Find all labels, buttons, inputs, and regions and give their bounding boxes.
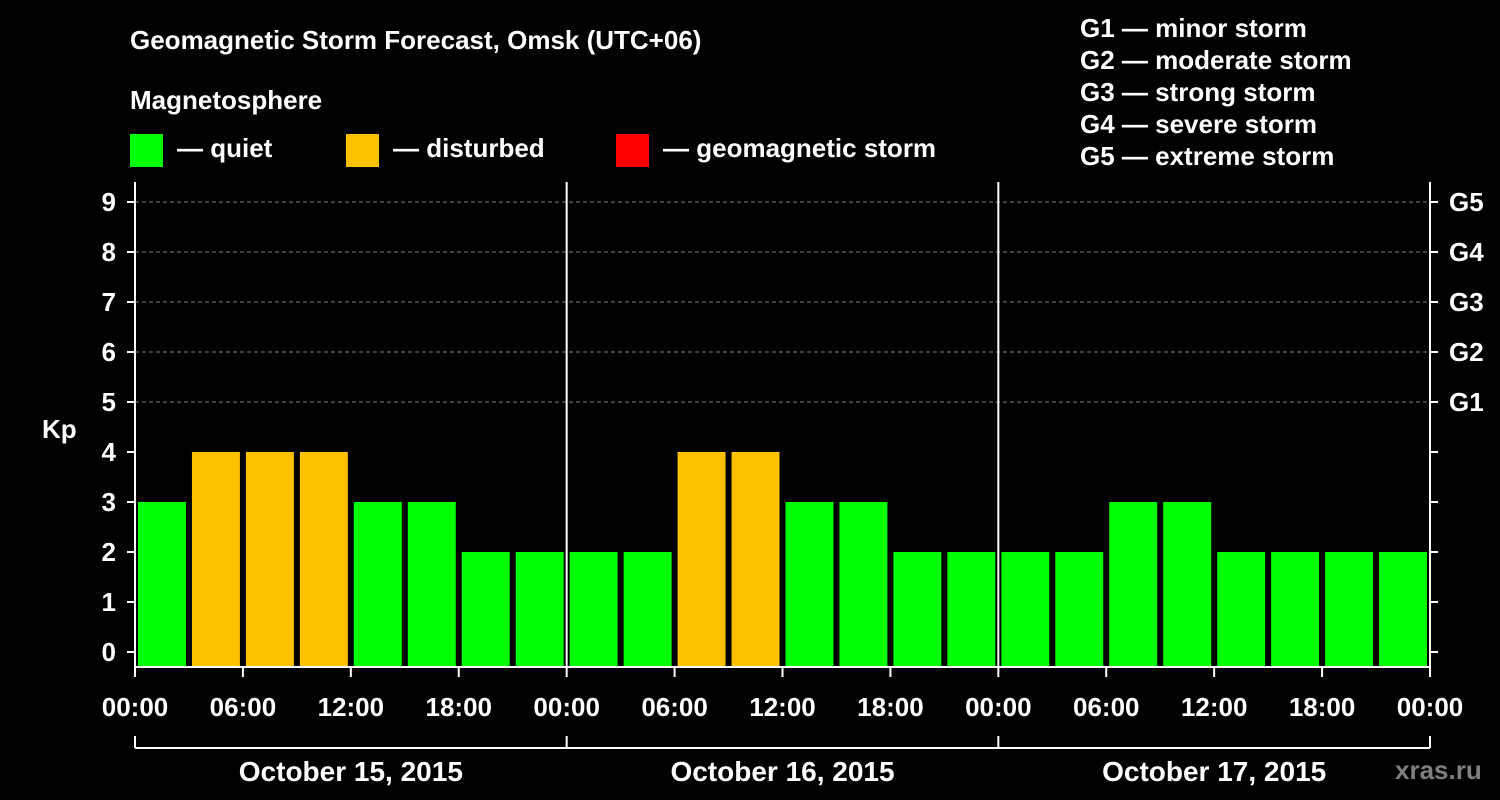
right-axis-label-g3: G3: [1449, 287, 1484, 317]
bar-15: [947, 552, 996, 667]
bar-16: [1001, 552, 1050, 667]
y-axis-label: Kp: [42, 414, 77, 444]
bar-14: [893, 552, 942, 667]
storm-scale-g5: G5 — extreme storm: [1080, 141, 1334, 171]
x-tick-label-5: 06:00: [641, 692, 708, 722]
bar-23: [1379, 552, 1427, 667]
day-label-2: October 17, 2015: [1102, 756, 1326, 787]
bar-2: [245, 452, 294, 667]
day-label-1: October 16, 2015: [670, 756, 894, 787]
legend-heading: Magnetosphere: [130, 85, 322, 115]
legend-swatch-storm: [616, 134, 649, 167]
y-tick-label-2: 2: [102, 537, 116, 567]
y-tick-label-7: 7: [102, 287, 116, 317]
x-tick-label-4: 00:00: [533, 692, 600, 722]
bar-12: [785, 502, 834, 667]
chart-title: Geomagnetic Storm Forecast, Omsk (UTC+06…: [130, 25, 701, 55]
bar-13: [839, 502, 888, 667]
x-tick-label-8: 00:00: [965, 692, 1032, 722]
right-axis-ticks: G1 G2 G3 G4 G5: [1430, 187, 1484, 653]
watermark: xras.ru: [1395, 755, 1482, 785]
legend: — quiet — disturbed — geomagnetic storm: [130, 133, 936, 167]
bar-7: [515, 552, 564, 667]
bar-11: [731, 452, 780, 667]
legend-label-storm: — geomagnetic storm: [663, 133, 936, 163]
bar-0: [138, 502, 186, 667]
y-tick-label-1: 1: [102, 587, 116, 617]
x-tick-label-2: 12:00: [318, 692, 385, 722]
bar-22: [1325, 552, 1374, 667]
y-ticks: 0 1 2 3 4 5 6 7 8 9: [102, 187, 135, 667]
bar-21: [1271, 552, 1320, 667]
legend-label-quiet: — quiet: [177, 133, 273, 163]
x-tick-label-1: 06:00: [210, 692, 277, 722]
bar-6: [461, 552, 510, 667]
legend-swatch-quiet: [130, 134, 163, 167]
bar-20: [1217, 552, 1266, 667]
legend-swatch-disturbed: [346, 134, 379, 167]
bars: [138, 452, 1427, 667]
storm-scale-g1: G1 — minor storm: [1080, 13, 1307, 43]
x-tick-label-9: 06:00: [1073, 692, 1140, 722]
y-tick-label-3: 3: [102, 487, 116, 517]
legend-label-disturbed: — disturbed: [393, 133, 545, 163]
y-tick-label-8: 8: [102, 237, 116, 267]
bar-17: [1055, 552, 1104, 667]
bar-3: [299, 452, 348, 667]
grid-lines: [135, 201, 1430, 403]
bar-5: [407, 502, 456, 667]
bar-1: [191, 452, 240, 667]
y-tick-label-5: 5: [102, 387, 116, 417]
x-tick-label-3: 18:00: [426, 692, 493, 722]
bar-8: [569, 552, 618, 667]
y-tick-label-6: 6: [102, 337, 116, 367]
storm-scale-g2: G2 — moderate storm: [1080, 45, 1352, 75]
bar-4: [353, 502, 402, 667]
x-ticks: 00:00 06:00 12:00 18:00 00:00 06:00 12:00 18:00…: [102, 667, 1464, 722]
x-tick-label-6: 12:00: [749, 692, 816, 722]
x-tick-label-0: 00:00: [102, 692, 169, 722]
y-tick-label-0: 0: [102, 637, 116, 667]
x-tick-label-10: 12:00: [1181, 692, 1248, 722]
right-axis-label-g1: G1: [1449, 387, 1484, 417]
bar-10: [677, 452, 726, 667]
storm-scale-g4: G4 — severe storm: [1080, 109, 1317, 139]
storm-scale-key: G1 — minor storm G2 — moderate storm G3 …: [1080, 13, 1352, 171]
y-tick-label-4: 4: [102, 437, 117, 467]
right-axis-label-g2: G2: [1449, 337, 1484, 367]
bar-18: [1109, 502, 1158, 667]
bar-9: [623, 552, 672, 667]
storm-scale-g3: G3 — strong storm: [1080, 77, 1315, 107]
x-tick-label-11: 18:00: [1289, 692, 1356, 722]
day-label-0: October 15, 2015: [239, 756, 463, 787]
bar-19: [1163, 502, 1212, 667]
x-tick-label-7: 18:00: [857, 692, 924, 722]
day-labels: October 15, 2015 October 16, 2015 October …: [134, 736, 1431, 787]
x-tick-label-12: 00:00: [1397, 692, 1464, 722]
right-axis-label-g5: G5: [1449, 187, 1484, 217]
y-tick-label-9: 9: [102, 187, 116, 217]
right-axis-label-g4: G4: [1449, 237, 1484, 267]
